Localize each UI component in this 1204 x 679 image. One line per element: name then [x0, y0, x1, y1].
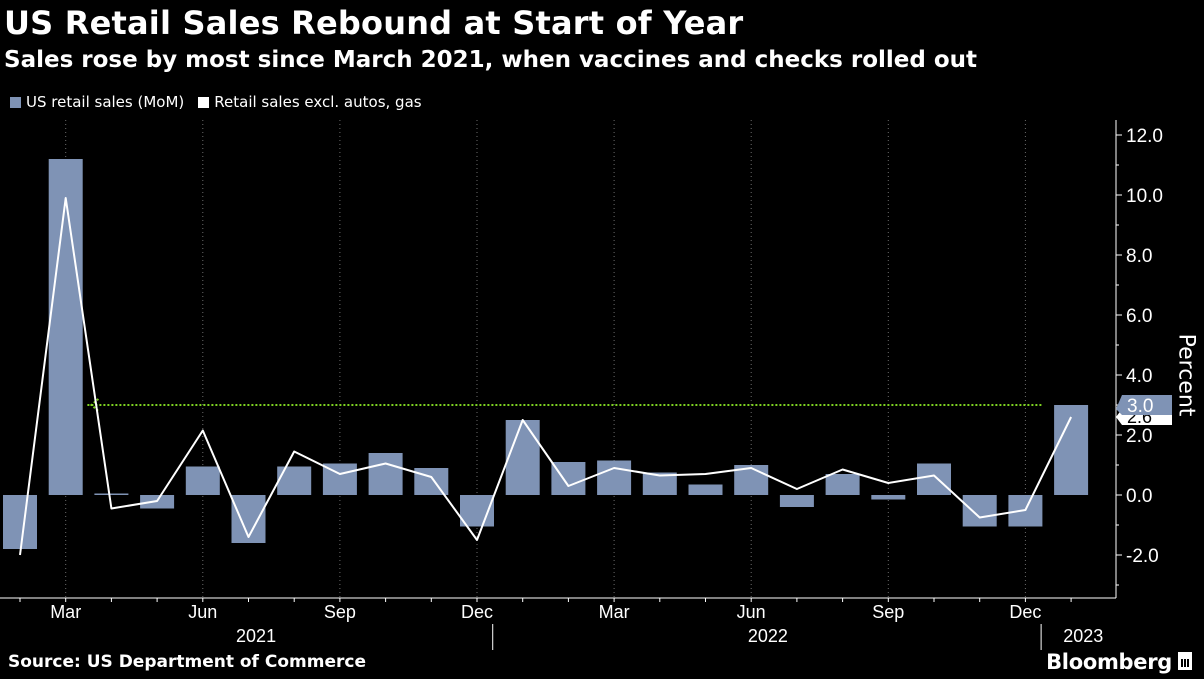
x-tick-label: Dec: [461, 602, 493, 622]
y-tick-label: 0.0: [1126, 486, 1152, 507]
bar: [94, 493, 129, 495]
bloomberg-mark-icon: [1178, 652, 1192, 670]
bar: [962, 495, 997, 527]
bar: [917, 463, 951, 495]
bar: [825, 474, 860, 495]
bar: [597, 460, 632, 495]
x-tick-label: Mar: [599, 602, 630, 622]
x-tick-label: Jun: [188, 602, 217, 622]
reference-arrow: [89, 398, 100, 412]
chart-title: US Retail Sales Rebound at Start of Year: [4, 4, 744, 42]
bar: [642, 472, 677, 495]
y-tick-label: 10.0: [1126, 186, 1163, 207]
legend-item-excl-autos-gas: Retail sales excl. autos, gas: [198, 93, 422, 111]
y-tick-label: 12.0: [1126, 126, 1163, 147]
bar: [871, 495, 906, 500]
x-tick-label: Sep: [324, 602, 356, 622]
bar: [3, 495, 37, 549]
legend-label-excl-autos-gas: Retail sales excl. autos, gas: [214, 93, 422, 111]
legend-swatch-bar: [10, 96, 21, 108]
bar: [505, 420, 540, 495]
chart-subtitle: Sales rose by most since March 2021, whe…: [4, 47, 978, 73]
last-value-label-bar: 3.0: [1127, 396, 1153, 417]
y-tick-label: 8.0: [1126, 246, 1152, 267]
bloomberg-logo: Bloomberg: [1046, 650, 1172, 674]
series-line: [19, 197, 1072, 556]
x-year-label: 2021: [236, 626, 276, 646]
bar: [368, 453, 403, 495]
y-tick-label: 4.0: [1126, 366, 1152, 387]
x-tick-label: Dec: [1009, 602, 1041, 622]
y-axis-label: Percent: [1173, 333, 1199, 417]
x-year-label: 2023: [1063, 626, 1103, 646]
x-tick-label: Mar: [50, 602, 81, 622]
bar: [779, 495, 814, 507]
x-year-label: 2022: [748, 626, 788, 646]
bar: [48, 159, 83, 495]
x-tick-label: Sep: [872, 602, 904, 622]
y-tick-label: 6.0: [1126, 306, 1152, 327]
x-tick-label: Jun: [737, 602, 766, 622]
source-note: Source: US Department of Commerce: [8, 652, 366, 672]
y-tick-label: 2.0: [1126, 426, 1152, 447]
bar: [551, 462, 586, 495]
legend: US retail sales (MoM) Retail sales excl.…: [10, 93, 422, 111]
legend-item-retail-sales: US retail sales (MoM): [10, 93, 184, 111]
bar: [1054, 405, 1089, 495]
bar: [688, 484, 723, 495]
legend-label-retail-sales: US retail sales (MoM): [26, 93, 185, 111]
legend-swatch-line: [198, 96, 210, 108]
y-tick-label: -2.0: [1126, 546, 1159, 567]
bar: [185, 466, 220, 495]
bar: [414, 468, 449, 495]
bar: [277, 466, 312, 495]
last-value-tag-bar: [1116, 395, 1172, 415]
